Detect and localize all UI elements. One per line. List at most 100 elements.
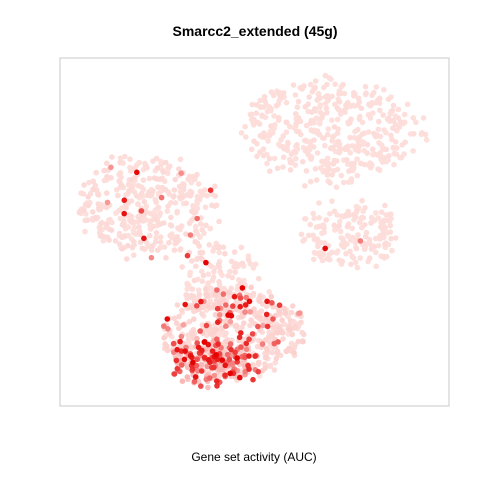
data-point [164, 316, 171, 322]
data-point [228, 258, 235, 265]
data-point [163, 254, 169, 261]
data-point [260, 152, 267, 159]
data-point [292, 92, 299, 98]
data-point [118, 182, 125, 189]
data-point [254, 314, 260, 320]
data-point [276, 302, 283, 309]
data-point [243, 346, 250, 353]
data-point [222, 250, 228, 257]
data-point [174, 365, 181, 372]
data-point [283, 119, 290, 125]
data-point [402, 139, 409, 145]
data-point [387, 222, 394, 229]
data-point [252, 261, 259, 268]
data-point [214, 287, 220, 293]
data-point [194, 215, 200, 222]
data-point [191, 378, 198, 385]
data-point [121, 197, 128, 203]
data-point [377, 150, 383, 156]
data-point [194, 356, 200, 363]
data-point [174, 210, 180, 216]
data-point [251, 116, 257, 123]
data-point [344, 232, 351, 239]
data-point [339, 258, 346, 265]
data-point [139, 245, 146, 252]
data-point [369, 92, 375, 99]
data-point [266, 132, 273, 139]
data-point [198, 383, 204, 389]
data-point [249, 101, 256, 108]
data-point [232, 349, 238, 356]
data-point [255, 323, 261, 330]
data-point [223, 318, 229, 324]
data-point [390, 144, 397, 151]
data-point [270, 316, 276, 322]
data-point [397, 119, 404, 125]
data-point [207, 225, 214, 232]
data-point [390, 117, 397, 124]
data-point [259, 112, 265, 118]
data-point [322, 245, 329, 252]
data-point [207, 298, 213, 305]
data-point [331, 222, 338, 228]
data-point [334, 130, 341, 136]
data-point [373, 84, 380, 90]
data-point [316, 200, 322, 206]
data-point [117, 155, 124, 161]
data-point [287, 123, 293, 130]
data-point [259, 132, 266, 139]
data-point [242, 302, 249, 308]
data-point [161, 323, 167, 329]
data-point [288, 309, 295, 316]
data-point [239, 285, 246, 291]
data-point [336, 98, 342, 105]
data-point [228, 285, 234, 292]
data-point [285, 140, 291, 146]
data-point [82, 228, 88, 235]
data-point [153, 216, 159, 223]
data-point [359, 139, 366, 145]
data-point [301, 236, 308, 243]
data-point [108, 227, 115, 233]
data-point [126, 188, 132, 194]
data-point [119, 234, 125, 241]
data-point [246, 366, 252, 372]
data-point [192, 223, 199, 230]
data-point [362, 204, 368, 211]
data-point [386, 211, 393, 218]
data-point [281, 305, 288, 312]
data-point [276, 98, 283, 104]
data-point [174, 302, 181, 308]
data-point [270, 92, 277, 99]
data-point [129, 218, 135, 224]
data-point [89, 209, 96, 215]
data-point [227, 268, 233, 275]
data-point [219, 357, 226, 363]
data-point [154, 165, 161, 171]
data-point [355, 148, 362, 154]
data-point [101, 167, 107, 174]
data-point [380, 217, 387, 224]
data-point [211, 302, 217, 308]
data-point [329, 93, 335, 100]
data-point [348, 261, 354, 268]
data-point [329, 117, 335, 123]
data-point [178, 333, 185, 340]
data-point [157, 239, 164, 246]
data-point [229, 274, 235, 281]
data-point [186, 220, 193, 226]
data-point [104, 221, 110, 227]
data-point [238, 330, 244, 336]
data-point [166, 163, 173, 169]
data-point [205, 357, 212, 363]
data-point [321, 84, 327, 91]
data-point [356, 143, 362, 150]
data-point [173, 357, 180, 364]
data-point [279, 317, 285, 324]
data-point [153, 155, 160, 162]
data-point [195, 344, 202, 351]
data-point [380, 253, 387, 260]
data-point [333, 250, 340, 256]
data-point [371, 130, 377, 137]
data-point [84, 217, 91, 223]
